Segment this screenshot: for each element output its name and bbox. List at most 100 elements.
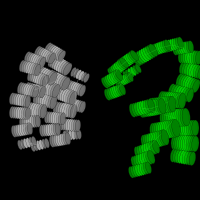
- Ellipse shape: [106, 75, 114, 85]
- Ellipse shape: [182, 61, 189, 75]
- Ellipse shape: [138, 50, 147, 62]
- Ellipse shape: [164, 92, 171, 108]
- Ellipse shape: [74, 83, 80, 94]
- Ellipse shape: [31, 136, 36, 146]
- Ellipse shape: [75, 84, 82, 95]
- Ellipse shape: [157, 99, 164, 114]
- Ellipse shape: [47, 52, 54, 63]
- Ellipse shape: [129, 104, 136, 117]
- Ellipse shape: [44, 81, 52, 95]
- Ellipse shape: [171, 84, 178, 98]
- Ellipse shape: [154, 122, 162, 140]
- Ellipse shape: [31, 142, 36, 152]
- Ellipse shape: [23, 139, 28, 148]
- Ellipse shape: [137, 164, 143, 176]
- Ellipse shape: [143, 152, 151, 165]
- Ellipse shape: [52, 57, 61, 69]
- Ellipse shape: [173, 85, 180, 99]
- Ellipse shape: [171, 134, 178, 150]
- Ellipse shape: [46, 70, 54, 83]
- Ellipse shape: [166, 109, 174, 127]
- Ellipse shape: [15, 94, 21, 106]
- Ellipse shape: [36, 78, 44, 92]
- Ellipse shape: [38, 104, 45, 118]
- Ellipse shape: [180, 75, 188, 88]
- Ellipse shape: [45, 124, 51, 136]
- Ellipse shape: [66, 104, 73, 118]
- Ellipse shape: [43, 124, 49, 136]
- Ellipse shape: [29, 116, 35, 128]
- Ellipse shape: [158, 91, 165, 107]
- Ellipse shape: [36, 85, 42, 97]
- Ellipse shape: [70, 105, 77, 118]
- Ellipse shape: [79, 85, 86, 96]
- Ellipse shape: [60, 113, 66, 125]
- Ellipse shape: [28, 83, 34, 95]
- Ellipse shape: [17, 107, 23, 119]
- Ellipse shape: [163, 41, 169, 53]
- Ellipse shape: [176, 43, 182, 55]
- Ellipse shape: [124, 74, 130, 83]
- Ellipse shape: [140, 102, 147, 117]
- Ellipse shape: [125, 70, 131, 79]
- Ellipse shape: [65, 90, 73, 103]
- Ellipse shape: [40, 105, 47, 118]
- Ellipse shape: [19, 60, 25, 72]
- Ellipse shape: [182, 120, 190, 136]
- Ellipse shape: [76, 100, 82, 112]
- Ellipse shape: [173, 92, 180, 108]
- Ellipse shape: [153, 99, 160, 115]
- Ellipse shape: [53, 85, 61, 99]
- Ellipse shape: [65, 130, 70, 140]
- Ellipse shape: [147, 45, 156, 58]
- Ellipse shape: [59, 134, 65, 146]
- Ellipse shape: [155, 43, 161, 54]
- Ellipse shape: [166, 120, 174, 138]
- Ellipse shape: [161, 130, 169, 145]
- Ellipse shape: [112, 64, 121, 74]
- Ellipse shape: [103, 77, 111, 87]
- Ellipse shape: [80, 101, 86, 113]
- Ellipse shape: [149, 100, 157, 116]
- Ellipse shape: [36, 104, 43, 118]
- Ellipse shape: [184, 88, 191, 102]
- Ellipse shape: [148, 98, 155, 114]
- Ellipse shape: [19, 117, 25, 129]
- Ellipse shape: [48, 112, 54, 124]
- Ellipse shape: [63, 119, 69, 131]
- Ellipse shape: [175, 149, 182, 163]
- Ellipse shape: [36, 141, 41, 150]
- Ellipse shape: [180, 150, 186, 164]
- Ellipse shape: [67, 91, 75, 104]
- Ellipse shape: [177, 93, 184, 109]
- Ellipse shape: [178, 108, 186, 126]
- Ellipse shape: [46, 82, 54, 95]
- Ellipse shape: [145, 99, 152, 113]
- Ellipse shape: [58, 75, 66, 88]
- Ellipse shape: [21, 61, 27, 72]
- Ellipse shape: [139, 153, 147, 167]
- Ellipse shape: [68, 104, 75, 118]
- Ellipse shape: [35, 91, 42, 105]
- Ellipse shape: [68, 130, 73, 140]
- Ellipse shape: [17, 94, 23, 106]
- Ellipse shape: [184, 41, 190, 53]
- Ellipse shape: [26, 52, 33, 64]
- Ellipse shape: [110, 87, 116, 98]
- Ellipse shape: [53, 123, 59, 135]
- Ellipse shape: [184, 76, 192, 90]
- Ellipse shape: [52, 84, 60, 98]
- Ellipse shape: [180, 87, 187, 100]
- Ellipse shape: [166, 92, 173, 108]
- Ellipse shape: [58, 113, 64, 125]
- Ellipse shape: [126, 73, 132, 82]
- Ellipse shape: [74, 100, 80, 111]
- Ellipse shape: [46, 94, 53, 108]
- Ellipse shape: [53, 48, 61, 58]
- Ellipse shape: [13, 125, 19, 137]
- Ellipse shape: [159, 130, 167, 146]
- Ellipse shape: [160, 91, 167, 107]
- Ellipse shape: [186, 135, 193, 151]
- Ellipse shape: [31, 116, 37, 128]
- Ellipse shape: [23, 116, 29, 128]
